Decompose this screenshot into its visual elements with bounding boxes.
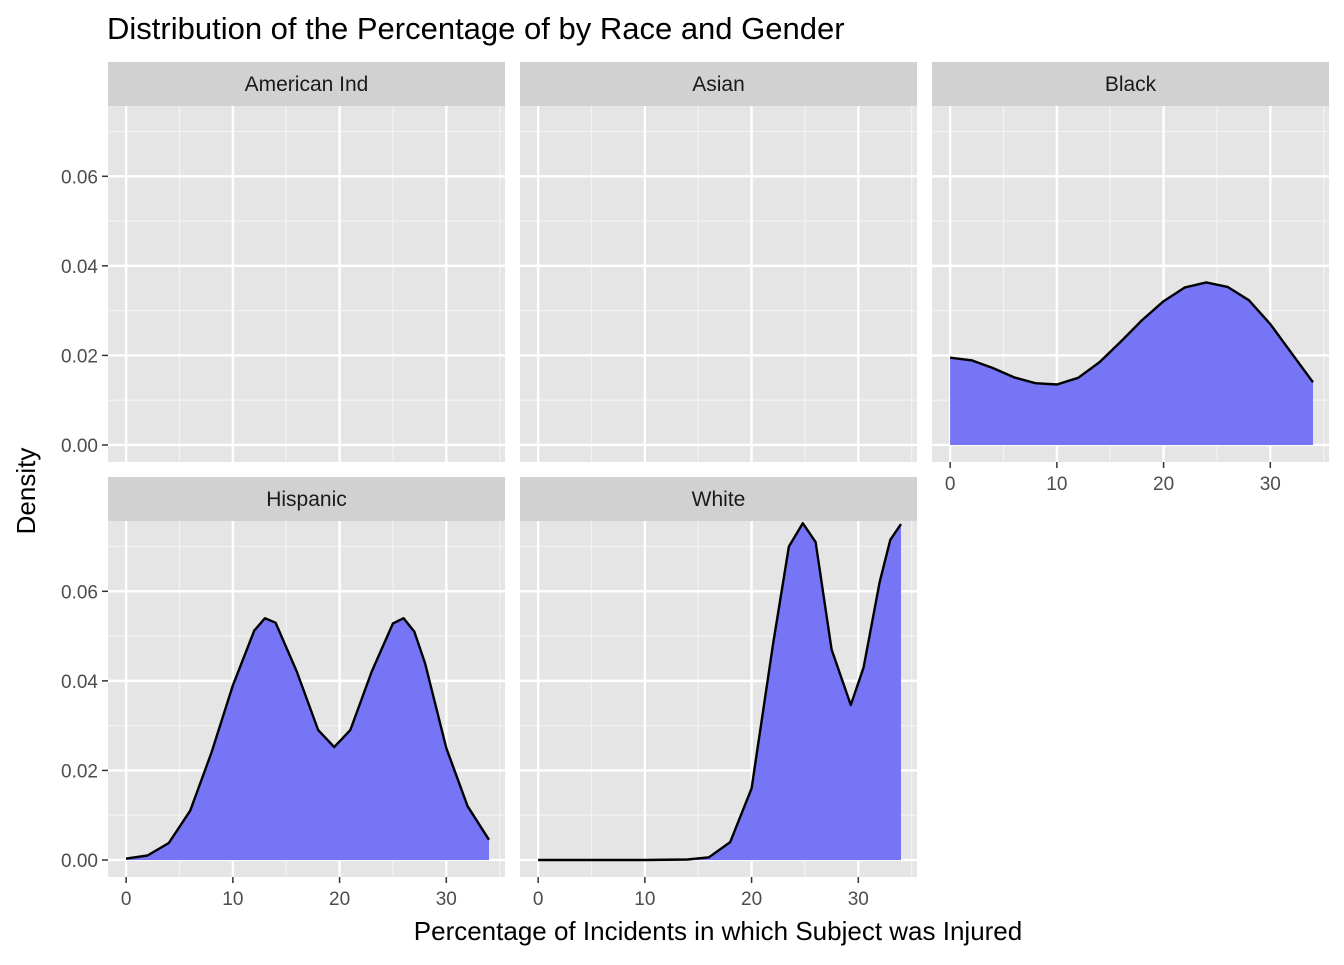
density-area <box>538 523 901 860</box>
facet-strip <box>520 62 917 106</box>
y-tick-label: 0.02 <box>61 761 98 782</box>
y-tick-label: 0.02 <box>61 346 98 367</box>
facet-asian: Asian <box>520 62 917 462</box>
x-tick-label: 20 <box>741 889 762 910</box>
x-tick-label: 10 <box>222 889 243 910</box>
facet-hispanic: Hispanic 0.00 0.02 0.04 0.06 0 10 20 30 <box>61 477 505 910</box>
x-tick-label: 0 <box>121 889 132 910</box>
density-line <box>538 522 902 862</box>
facet-panels: American Ind 0.00 0.02 0.04 0.06 Asian Black 0 1… <box>61 62 1329 910</box>
facet-american-ind: American Ind 0.00 0.02 0.04 0.06 <box>61 62 505 462</box>
facet-strip-label: White <box>692 488 746 511</box>
density-line <box>949 281 1314 386</box>
y-axis-title: Density <box>11 448 41 535</box>
x-tick-label: 30 <box>1260 474 1281 495</box>
y-tick-label: 0.06 <box>61 167 98 188</box>
density-line <box>125 617 491 860</box>
x-tick-label: 20 <box>329 889 350 910</box>
y-tick-label: 0.06 <box>61 582 98 603</box>
x-axis-title: Percentage of Incidents in which Subject… <box>414 916 1022 946</box>
x-tick-label: 0 <box>533 889 544 910</box>
facet-strip-label: Black <box>1105 73 1157 96</box>
density-area <box>950 282 1313 445</box>
facet-strip-label: Hispanic <box>266 488 347 511</box>
facet-strip <box>520 477 917 521</box>
panel-background <box>520 106 917 462</box>
facet-strip-label: Asian <box>692 73 745 96</box>
facet-strip <box>108 62 505 106</box>
y-tick-label: 0.00 <box>61 851 98 872</box>
x-tick-label: 30 <box>436 889 457 910</box>
facet-black: Black 0 10 20 30 <box>932 62 1329 495</box>
facet-strip <box>932 62 1329 106</box>
x-tick-label: 0 <box>945 474 956 495</box>
y-tick-label: 0.00 <box>61 436 98 457</box>
y-tick-label: 0.04 <box>61 672 98 693</box>
panel-background <box>108 106 505 462</box>
x-tick-label: 20 <box>1153 474 1174 495</box>
x-tick-label: 10 <box>634 889 655 910</box>
x-tick-label: 10 <box>1046 474 1067 495</box>
facet-strip <box>108 477 505 521</box>
chart-title: Distribution of the Percentage of by Rac… <box>107 11 845 46</box>
facet-white: White 0 10 20 30 <box>520 477 917 910</box>
y-tick-label: 0.04 <box>61 257 98 278</box>
density-area <box>126 618 489 860</box>
x-tick-label: 30 <box>848 889 869 910</box>
facet-strip-label: American Ind <box>245 73 369 96</box>
